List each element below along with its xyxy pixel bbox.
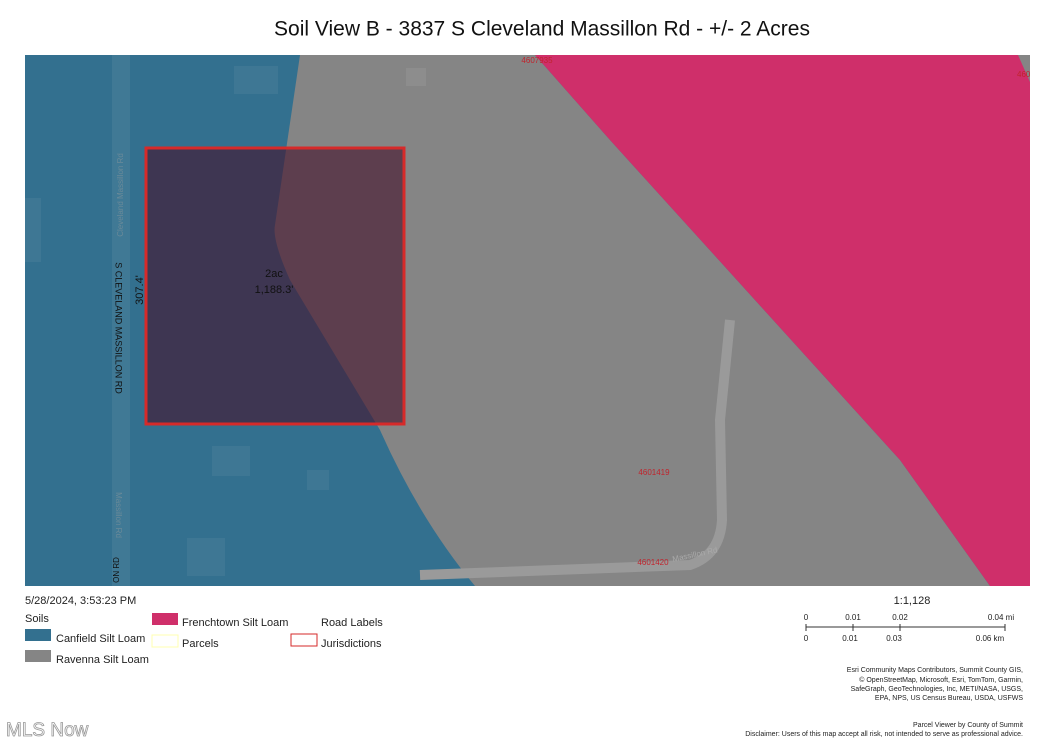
building (187, 538, 225, 576)
scale-label: 0 (804, 613, 809, 622)
building (406, 68, 426, 86)
scale-label: 0.01 (842, 634, 858, 643)
parcel-label: 4607935 (521, 56, 553, 65)
swatch (25, 650, 51, 662)
attribution: Esri Community Maps Contributors, Summit… (847, 667, 1023, 674)
attribution: © OpenStreetMap, Microsoft, Esri, TomTom… (859, 676, 1023, 684)
legend-item: Parcels (182, 638, 219, 650)
building (307, 470, 329, 490)
road (419, 319, 735, 580)
scale-label: 0 (804, 634, 809, 643)
parcel-boundary (144, 146, 406, 426)
area-label: 2ac (265, 268, 283, 280)
legend: Soils Canfield Silt Loam Ravenna Silt Lo… (25, 613, 383, 666)
swatch (151, 634, 179, 648)
road-label: ON RD (112, 557, 121, 583)
road-label: S CLEVELAND MASSILLON RD (114, 262, 124, 394)
legend-item: Frenchtown Silt Loam (182, 617, 288, 629)
legend-item: Canfield Silt Loam (56, 633, 145, 645)
parcel-label: 460 (1017, 70, 1031, 79)
ravenna-area (1018, 55, 1030, 82)
road (112, 55, 130, 586)
road-label: Massillon Rd (114, 492, 123, 538)
legend-item: Jurisdictions (321, 638, 382, 650)
scale-bar: 0 0.01 0.02 0.04 mi 0 0.01 0.03 0.06 km (804, 613, 1015, 643)
swatch (25, 629, 51, 641)
legend-item: Road Labels (321, 617, 383, 629)
parcel-label: 4601420 (637, 558, 669, 567)
building (25, 198, 41, 262)
scale-label: 0.04 mi (988, 613, 1014, 622)
road-label: Cleveland Massillon Rd (116, 153, 125, 237)
legend-item: Ravenna Silt Loam (56, 654, 149, 666)
scale-ratio: 1:1,128 (894, 595, 931, 607)
watermark: MLS Now (6, 720, 89, 741)
disclaimer: Disclaimer: Users of this map accept all… (745, 731, 1023, 738)
building (234, 66, 278, 94)
swatch (290, 633, 318, 647)
map: 4607935 460 4601419 4601420 Cleveland Ma… (25, 55, 1031, 586)
legend-heading: Soils (25, 613, 49, 625)
scale-label: 0.01 (845, 613, 861, 622)
scale-label: 0.02 (892, 613, 908, 622)
attribution: EPA, NPS, US Census Bureau, USDA, USFWS (875, 695, 1023, 702)
credit: Parcel Viewer by County of Summit (913, 722, 1023, 729)
side-length: 307.4' (134, 275, 146, 305)
swatch (152, 613, 178, 625)
title: Soil View B - 3837 S Cleveland Massillon… (274, 18, 810, 41)
perimeter-label: 1,188.3' (255, 284, 294, 296)
timestamp: 5/28/2024, 3:53:23 PM (25, 595, 136, 607)
frenchtown-area (535, 55, 1030, 586)
parcel-label: 4601419 (638, 468, 670, 477)
building (212, 446, 250, 476)
ravenna-area (274, 55, 991, 586)
scale-label: 0.06 km (976, 634, 1005, 643)
scale-label: 0.03 (886, 634, 902, 643)
attribution: SafeGraph, GeoTechnologies, Inc, METI/NA… (851, 686, 1023, 693)
